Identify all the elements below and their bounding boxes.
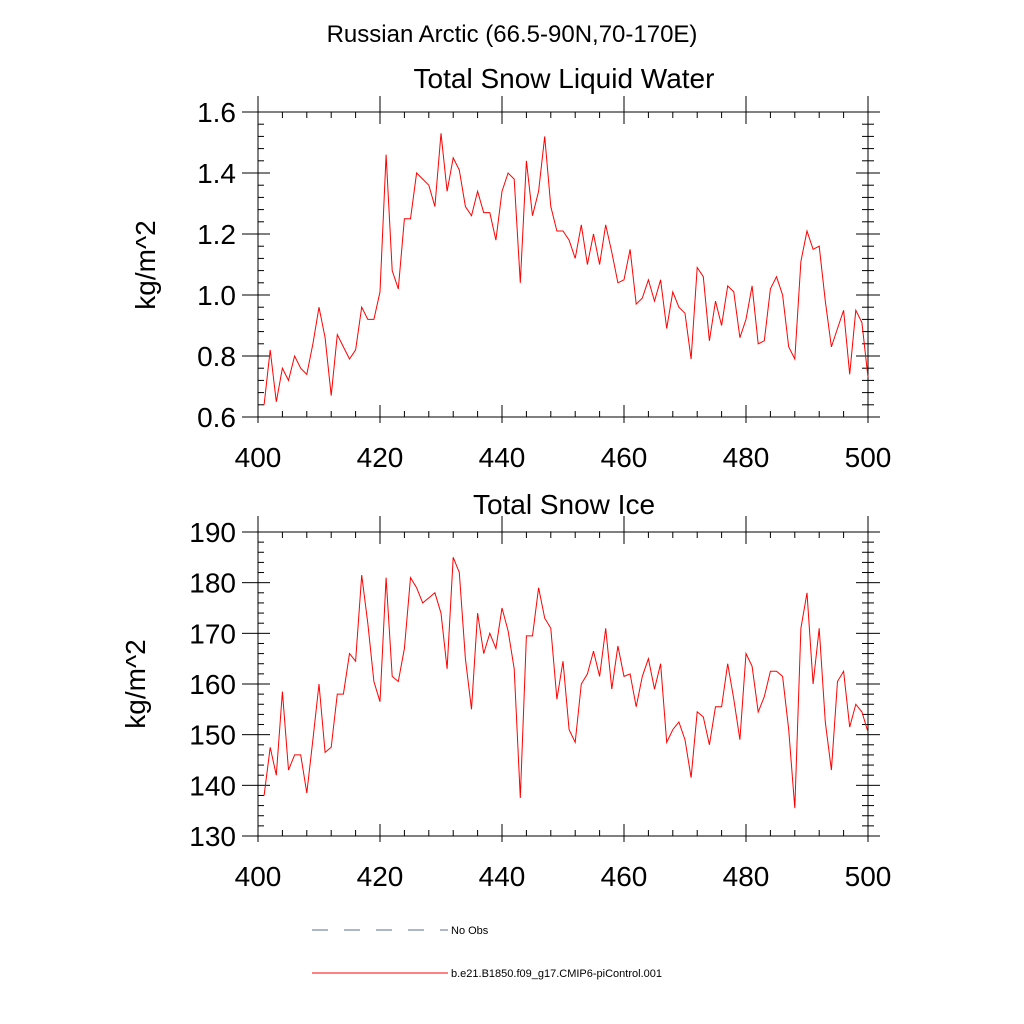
y-tick-label: 170: [189, 618, 236, 649]
y-axis-label: kg/m^2: [130, 220, 161, 309]
axis-tick-labels: 400 420 440 460 480 500 0.6 0.8 1.0 1.2 1.4 1.6: [197, 97, 891, 473]
x-tick-label: 400: [235, 861, 282, 892]
y-tick-label: 130: [189, 821, 236, 852]
y-tick-label: 1.6: [197, 97, 236, 128]
series-group: [263, 133, 869, 405]
y-tick-label: 190: [189, 517, 236, 548]
y-tick-label: 0.6: [197, 402, 236, 433]
legend-label-model: b.e21.B1850.f09_g17.CMIP6-piControl.001: [451, 968, 662, 980]
x-tick-label: 480: [723, 861, 770, 892]
x-tick-label: 500: [845, 442, 892, 473]
axis-ticks: [242, 516, 880, 842]
x-tick-label: 400: [235, 442, 282, 473]
x-tick-label: 420: [357, 861, 404, 892]
x-tick-label: 480: [723, 442, 770, 473]
x-tick-label: 420: [357, 442, 404, 473]
legend-label-no-obs: No Obs: [451, 925, 489, 937]
series-line: [263, 133, 869, 405]
y-tick-label: 1.2: [197, 219, 236, 250]
y-tick-label: 0.8: [197, 341, 236, 372]
plot-frame: [257, 531, 869, 837]
x-tick-label: 460: [601, 442, 648, 473]
y-tick-label: 140: [189, 770, 236, 801]
y-tick-label: 1.4: [197, 158, 236, 189]
axis-tick-labels: 400 420 440 460 480 500 130 140 150 160 170 180 190: [189, 517, 891, 892]
x-tick-label: 440: [479, 442, 526, 473]
x-tick-label: 440: [479, 861, 526, 892]
y-tick-label: 150: [189, 720, 236, 751]
y-tick-label: 160: [189, 669, 236, 700]
legend: No Obs b.e21.B1850.f09_g17.CMIP6-piContr…: [312, 925, 662, 980]
y-tick-label: 1.0: [197, 280, 236, 311]
panel-snow-ice: Total Snow Ice kg/m^2 400 420 440 460 480 500…: [120, 489, 891, 892]
x-tick-label: 460: [601, 861, 648, 892]
chart-title: Total Snow Ice: [473, 489, 655, 520]
x-tick-label: 500: [845, 861, 892, 892]
series-group: [263, 557, 869, 809]
series-line: [263, 557, 869, 809]
panel-snow-liquid-water: Total Snow Liquid Water kg/m^2 400 420 440…: [130, 63, 891, 473]
plot-frame: [257, 111, 869, 418]
page-title: Russian Arctic (66.5-90N,70-170E): [327, 21, 698, 48]
y-tick-label: 180: [189, 568, 236, 599]
y-axis-label: kg/m^2: [120, 639, 151, 728]
chart-title: Total Snow Liquid Water: [414, 63, 715, 94]
axis-ticks: [242, 96, 880, 423]
